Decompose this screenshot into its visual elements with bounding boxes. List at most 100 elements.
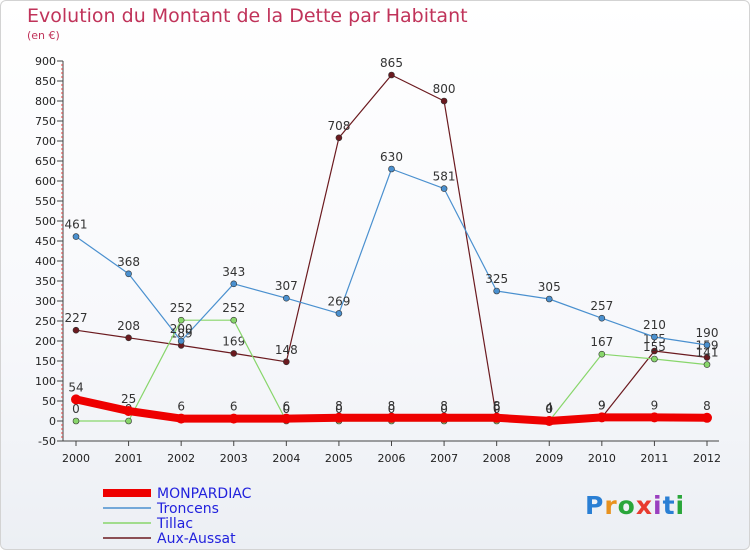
- data-point-troncens: [388, 165, 395, 173]
- y-tick-label: 300: [35, 295, 56, 308]
- y-tick-label: 150: [35, 355, 56, 368]
- data-point-troncens: [493, 287, 500, 295]
- data-label-tillac: 252: [170, 301, 193, 315]
- data-label-monpardiac: 8: [440, 399, 448, 413]
- legend-label-monpardiac: MONPARDIAC: [157, 486, 252, 502]
- data-point-troncens: [440, 185, 448, 192]
- data-label-tillac: 0: [388, 402, 396, 416]
- data-point-troncens: [125, 270, 132, 278]
- data-label-troncens: 461: [65, 218, 88, 232]
- legend-label-tillac: Tillac: [156, 516, 193, 532]
- x-tick-label: 2003: [220, 452, 248, 465]
- data-label-aux-aussat: 208: [117, 319, 140, 333]
- x-tick-label: 2008: [483, 452, 511, 465]
- x-tick-label: 2010: [588, 452, 616, 465]
- data-point-tillac: [230, 316, 238, 324]
- y-tick-label: 100: [35, 375, 56, 388]
- data-label-monpardiac: 8: [388, 399, 396, 413]
- data-point-troncens: [651, 333, 658, 341]
- legend-label-aux-aussat: Aux-Aussat: [157, 531, 236, 547]
- data-label-aux-aussat: 4: [545, 400, 553, 414]
- x-tick-label: 2011: [640, 452, 668, 465]
- data-point-monpardiac: [333, 412, 344, 423]
- y-tick-label: 350: [35, 275, 56, 288]
- data-point-monpardiac: [491, 412, 502, 423]
- data-label-tillac: 0: [545, 402, 553, 416]
- data-point-troncens: [283, 294, 290, 302]
- data-point-monpardiac: [71, 394, 81, 405]
- data-label-aux-aussat: 169: [222, 334, 245, 348]
- data-label-tillac: 0: [283, 402, 291, 416]
- y-tick-label: 850: [35, 75, 56, 88]
- data-label-tillac: 0: [335, 402, 343, 416]
- data-point-monpardiac: [439, 412, 450, 423]
- data-point-monpardiac: [386, 412, 397, 423]
- y-tick-label: 750: [35, 115, 56, 128]
- data-label-troncens: 581: [433, 170, 456, 184]
- chart-subtitle: (en €): [27, 29, 60, 42]
- data-point-aux-aussat: [388, 71, 395, 79]
- data-label-tillac: 0: [493, 402, 501, 416]
- data-point-tillac: [598, 350, 606, 358]
- y-tick-label: 50: [42, 395, 56, 408]
- data-label-aux-aussat: 148: [275, 343, 298, 357]
- data-point-tillac: [125, 417, 132, 425]
- data-label-monpardiac: 8: [703, 399, 711, 413]
- data-label-troncens: 257: [590, 299, 613, 313]
- data-label-troncens: 200: [170, 322, 193, 336]
- x-tick-label: 2000: [62, 452, 90, 465]
- y-tick-label: 800: [35, 95, 56, 108]
- data-point-monpardiac: [123, 406, 134, 416]
- data-label-troncens: 630: [380, 150, 403, 164]
- x-tick-label: 2004: [272, 452, 300, 465]
- data-label-monpardiac: 6: [283, 400, 291, 414]
- data-label-monpardiac: 8: [493, 399, 501, 413]
- data-label-aux-aussat: 865: [380, 56, 403, 70]
- data-label-monpardiac: 9: [651, 398, 659, 412]
- y-tick-label: 600: [35, 175, 56, 188]
- data-label-monpardiac: 6: [230, 400, 238, 414]
- logo-letter: x: [635, 491, 653, 520]
- data-label-troncens: 190: [696, 326, 719, 340]
- x-tick-label: 2001: [115, 452, 143, 465]
- data-label-monpardiac: 0: [545, 402, 553, 416]
- data-label-aux-aussat: 6: [493, 400, 501, 414]
- y-tick-label: 450: [35, 235, 56, 248]
- data-point-monpardiac: [596, 412, 607, 423]
- data-label-tillac: 155: [643, 340, 666, 354]
- x-tick-label: 2007: [430, 452, 458, 465]
- x-tick-label: 2005: [325, 452, 353, 465]
- data-point-aux-aussat: [651, 347, 658, 355]
- data-label-monpardiac: 8: [335, 399, 343, 413]
- logo-letter: i: [653, 491, 663, 520]
- x-tick-label: 2009: [535, 452, 563, 465]
- series-line-troncens: [75, 168, 708, 346]
- data-label-tillac: 167: [590, 335, 613, 349]
- y-tick-label: 250: [35, 315, 56, 328]
- data-label-monpardiac: 9: [598, 398, 606, 412]
- data-point-tillac: [651, 355, 658, 363]
- data-label-tillac: 0: [72, 402, 80, 416]
- y-tick-label: 200: [35, 335, 56, 348]
- data-label-troncens: 325: [485, 272, 508, 286]
- chart-title: Evolution du Montant de la Dette par Hab…: [27, 5, 468, 27]
- data-label-monpardiac: 54: [68, 380, 83, 394]
- logo-letter: r: [604, 491, 618, 520]
- data-point-troncens: [598, 314, 606, 322]
- proxiti-logo: Proxiti: [585, 491, 685, 520]
- data-point-tillac: [177, 316, 185, 324]
- data-point-aux-aussat: [125, 334, 132, 342]
- data-point-tillac: [703, 361, 711, 368]
- data-label-troncens: 269: [327, 294, 350, 308]
- data-label-monpardiac: 6: [177, 400, 185, 414]
- data-label-tillac: 0: [440, 402, 448, 416]
- data-point-troncens: [703, 341, 711, 349]
- data-label-aux-aussat: 227: [65, 311, 88, 325]
- data-point-aux-aussat: [335, 134, 343, 142]
- data-point-aux-aussat: [72, 326, 80, 334]
- y-tick-label: 650: [35, 155, 56, 168]
- data-label-aux-aussat: 800: [433, 82, 456, 96]
- data-point-troncens: [335, 310, 343, 317]
- logo-letter: t: [662, 491, 676, 520]
